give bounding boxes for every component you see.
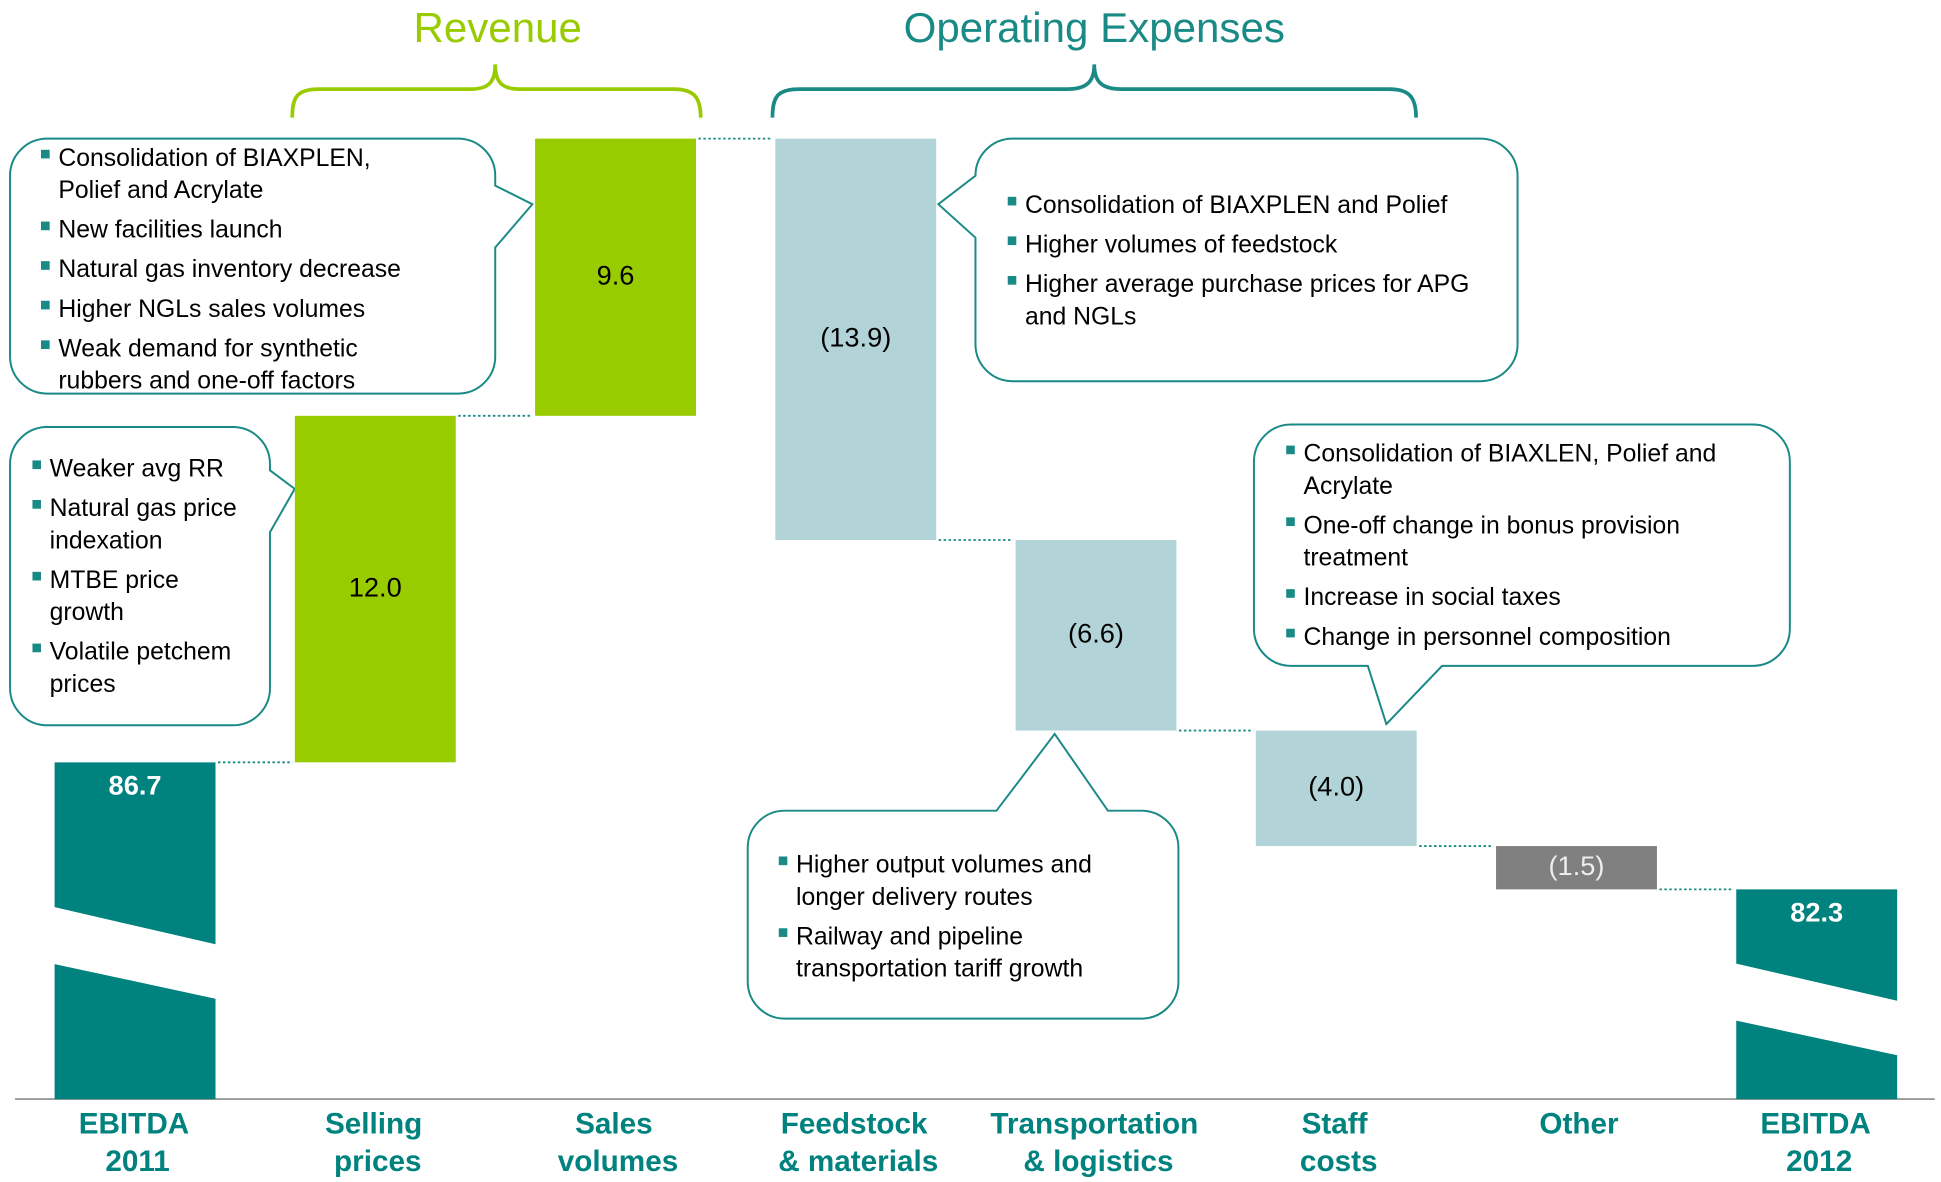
- bullet: Change in personnel composition: [1286, 621, 1737, 653]
- bullet-list: Consolidation of BIAXPLEN, Polief and Ac…: [40, 142, 435, 397]
- bullet: Natural gas inventory decrease: [40, 254, 435, 286]
- bullet-list: Weaker avg RR Natural gas price indexatio…: [32, 453, 245, 701]
- x-tick-label: Other: [1539, 1108, 1619, 1141]
- bullet: Weaker avg RR: [32, 453, 245, 485]
- x-tick-label: Sales volumes: [558, 1108, 678, 1178]
- value-label: 82.3: [1790, 896, 1843, 927]
- x-tick-label: Feedstock & materials: [778, 1108, 938, 1178]
- value-label: (13.9): [820, 321, 891, 352]
- group-label: Operating Expenses: [904, 4, 1285, 51]
- callout-box: [1252, 423, 1791, 726]
- callout-text: Consolidation of BIAXPLEN and Polief High…: [1007, 189, 1476, 333]
- value-label: 9.6: [597, 259, 635, 290]
- bar: [294, 415, 456, 763]
- bullet-list: Consolidation of BIAXLEN, Polief and Acr…: [1286, 438, 1737, 653]
- bar: [1736, 889, 1898, 1100]
- bar: [535, 138, 696, 416]
- bullet: Consolidation of BIAXLEN, Polief and Acr…: [1286, 438, 1737, 502]
- x-tick-label: Selling prices: [325, 1108, 431, 1178]
- value-label: (6.6): [1068, 617, 1124, 648]
- brace: [770, 64, 1418, 118]
- callout-box: [936, 137, 1519, 383]
- bar: [1015, 539, 1177, 731]
- callout-box: [746, 732, 1180, 1020]
- bar: [1255, 730, 1417, 847]
- callout: Consolidation of BIAXPLEN and Polief High…: [1007, 189, 1476, 333]
- bullet: Consolidation of BIAXPLEN, Polief and Ac…: [40, 142, 435, 206]
- callout: Weaker avg RR Natural gas price indexatio…: [32, 453, 245, 701]
- bullet: Higher output volumes and longer deliver…: [778, 849, 1106, 913]
- bar: [1496, 846, 1657, 890]
- x-tick-label: EBITDA 2012: [1760, 1108, 1878, 1178]
- bullet: Consolidation of BIAXPLEN and Polief: [1007, 189, 1476, 221]
- bullet: One-off change in bonus provision treatm…: [1286, 510, 1737, 574]
- callout-text: Consolidation of BIAXLEN, Polief and Acr…: [1286, 438, 1737, 653]
- value-label: (4.0): [1308, 771, 1364, 802]
- group-label: Revenue: [413, 4, 581, 51]
- bullet: MTBE price growth: [32, 564, 245, 628]
- bullet: Weak demand for synthetic rubbers and on…: [40, 333, 435, 397]
- bar: [775, 138, 937, 540]
- value-label: 12.0: [349, 571, 402, 602]
- value-label: (1.5): [1548, 850, 1604, 881]
- brace: [290, 64, 703, 118]
- bullet-list: Consolidation of BIAXPLEN and Polief High…: [1007, 189, 1476, 333]
- bullet: Natural gas price indexation: [32, 493, 245, 557]
- x-tick-label: Transportation & logistics: [990, 1108, 1206, 1178]
- bullet: Higher NGLs sales volumes: [40, 293, 435, 325]
- bullet: Higher average purchase prices for APG a…: [1007, 269, 1476, 333]
- callout-box: [9, 137, 534, 395]
- callout: Consolidation of BIAXPLEN, Polief and Ac…: [40, 142, 435, 397]
- bullet: Higher volumes of feedstock: [1007, 229, 1476, 261]
- bullet: Volatile petchem prices: [32, 636, 245, 700]
- bullet: Increase in social taxes: [1286, 582, 1737, 614]
- callout: Higher output volumes and longer deliver…: [778, 849, 1106, 985]
- x-tick-label: EBITDA 2011: [79, 1108, 197, 1178]
- callout-text: Weaker avg RR Natural gas price indexatio…: [32, 453, 245, 701]
- callout: Consolidation of BIAXLEN, Polief and Acr…: [1286, 438, 1737, 653]
- bullet-list: Higher output volumes and longer deliver…: [778, 849, 1106, 985]
- callout-text: Consolidation of BIAXPLEN, Polief and Ac…: [40, 142, 435, 397]
- callout-text: Higher output volumes and longer deliver…: [778, 849, 1106, 985]
- bar: [54, 762, 216, 1100]
- bullet: Railway and pipeline transportation tari…: [778, 921, 1106, 985]
- callout-box: [9, 426, 297, 727]
- bullet: New facilities launch: [40, 214, 435, 246]
- x-tick-label: Staff costs: [1300, 1108, 1378, 1178]
- value-label: 86.7: [109, 769, 162, 800]
